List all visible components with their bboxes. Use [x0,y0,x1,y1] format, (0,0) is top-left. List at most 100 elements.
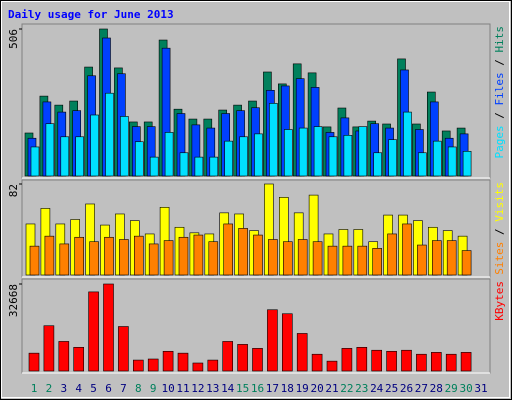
legend: Sites / Visits [493,182,506,275]
x-tick-label: 24 [370,382,384,395]
bar [371,349,383,372]
bar [179,152,189,177]
bar [268,239,278,276]
x-tick-label: 20 [310,382,323,395]
bar [45,123,55,177]
bar [312,241,323,276]
bar [372,248,383,276]
bar [74,236,84,276]
legend-separator: / [493,106,506,126]
legend-entry: Visits [493,182,506,222]
bar [177,352,189,372]
bar [223,223,233,276]
x-tick-label: 19 [296,382,309,395]
bar [134,235,144,276]
bar [178,236,189,276]
bar [90,114,99,177]
x-tick-label: 10 [161,382,174,395]
bar [445,353,457,372]
x-tick-label: 3 [60,382,67,395]
bar [194,156,204,177]
x-tick-label: 30 [459,382,472,395]
bar [43,325,55,372]
bar [296,333,308,372]
bar [342,245,353,276]
bar [239,136,248,177]
bar [326,360,338,372]
bar [29,245,40,276]
x-tick-label: 21 [325,382,338,395]
bar [192,362,204,372]
bar [89,241,99,276]
bar [60,136,70,177]
y-tick-label: 32668 [7,284,20,317]
bar [28,352,40,372]
bar [297,239,308,276]
bar [298,127,308,177]
bar [357,245,368,276]
x-tick-label: 2 [46,382,53,395]
bar [119,239,129,276]
bar [75,136,84,177]
x-tick-label: 4 [75,382,82,395]
bar [193,234,204,276]
bar [417,244,427,276]
bar [386,350,397,372]
x-tick-label: 12 [191,382,204,395]
bar [432,140,442,177]
bar [269,103,278,177]
x-tick-label: 26 [400,382,413,395]
bar [313,126,323,177]
bar [252,348,263,372]
x-tick-label: 23 [355,382,368,395]
x-tick-label: 16 [251,382,264,395]
bar [58,341,70,372]
bar [162,350,174,372]
chart-title: Daily usage for June 2013 [8,8,174,21]
bar [164,132,174,177]
x-tick-label: 18 [281,382,294,395]
bar [446,240,457,276]
bar [373,152,383,177]
x-tick-label: 9 [150,382,157,395]
bar [358,126,368,177]
legend-entry: Hits [493,26,506,53]
y-tick-label: 506 [7,29,20,49]
legend-entry: Sites [493,242,506,275]
bar [267,309,278,372]
legend-entry: Pages [493,125,506,158]
bar [401,349,412,372]
bar [208,241,219,276]
bar [402,223,412,276]
x-tick-label: 28 [430,382,443,395]
bar [105,92,114,177]
bar [253,234,263,276]
bar [237,344,248,372]
bar [356,346,368,372]
x-tick-label: 5 [90,382,97,395]
bar [209,156,219,177]
x-tick-label: 29 [445,382,458,395]
bar [387,233,397,276]
bar [341,348,353,372]
bar [431,240,442,276]
bar [30,146,40,177]
x-tick-label: 22 [340,382,353,395]
bar [283,129,293,177]
bar [222,341,233,372]
bar [103,283,114,372]
legend: KBytes [493,281,506,321]
bar [59,243,70,276]
bar [311,353,323,372]
bar [430,352,442,372]
x-tick-label: 8 [135,382,142,395]
bar [447,146,457,177]
bar [461,250,472,276]
bar [238,228,248,276]
x-tick-label: 1 [31,382,38,395]
bar [462,151,472,177]
bar [224,140,233,177]
bar [343,135,353,177]
